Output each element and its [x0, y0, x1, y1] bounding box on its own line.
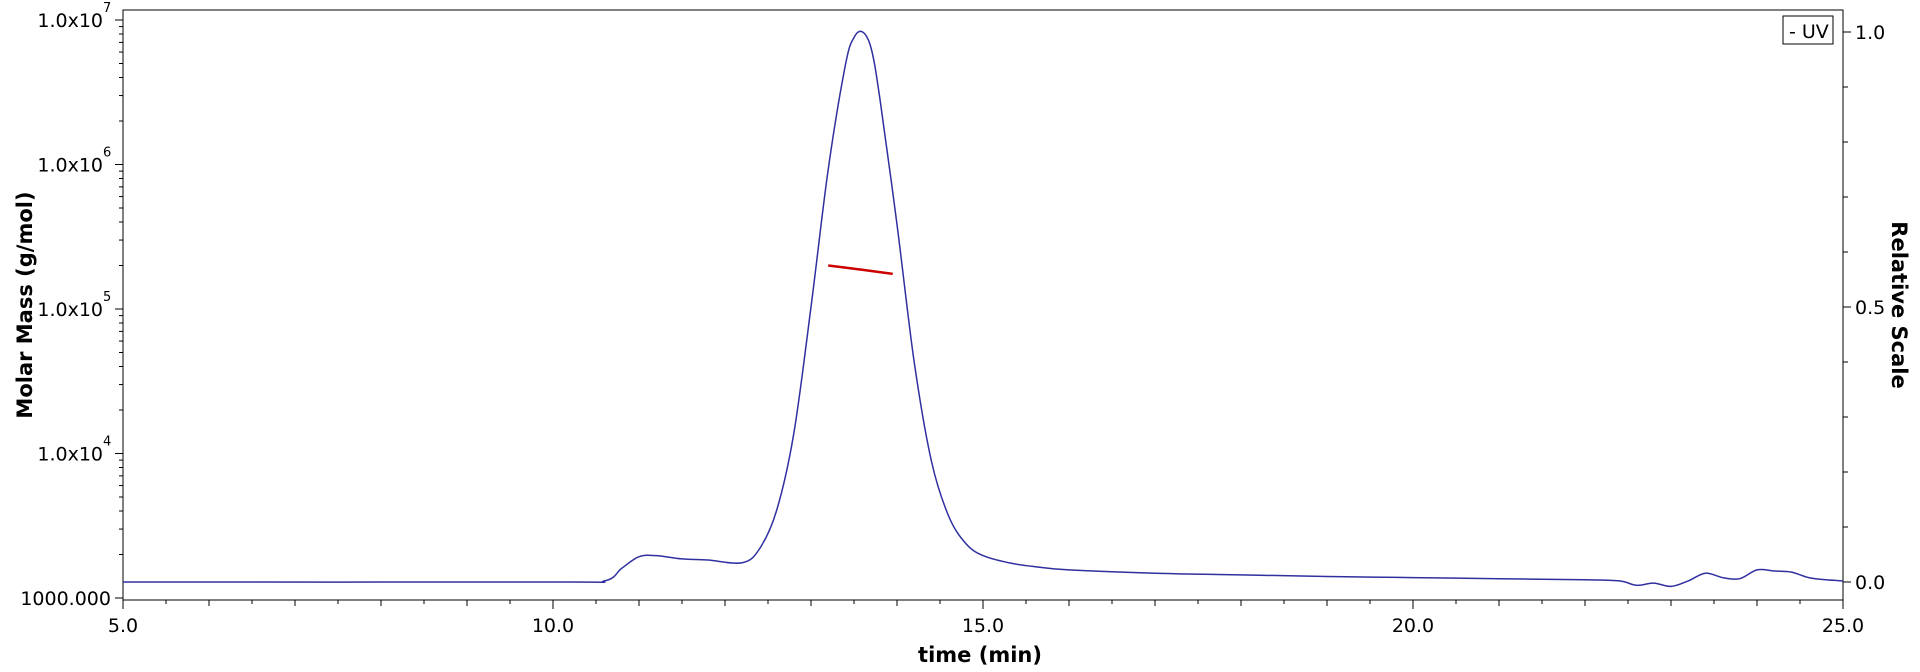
x-tick-label: 5.0: [108, 615, 138, 637]
y-left-tick-label: 1.0x10: [37, 155, 103, 177]
y-left-tick-exponent: 5: [103, 290, 111, 305]
y-right-axis-ticks: 0.0 0.5 1.0: [1843, 22, 1885, 594]
y-left-axis-title: Molar Mass (g/mol): [13, 191, 37, 418]
series-layer: [122, 30, 1844, 588]
y-right-tick-label: 1.0: [1855, 22, 1885, 44]
x-tick-label: 15.0: [962, 615, 1004, 637]
y-left-tick-label: 1.0x10: [37, 444, 103, 466]
x-tick-label: 20.0: [1392, 615, 1434, 637]
x-tick-label: 10.0: [532, 615, 574, 637]
legend-box: [1782, 15, 1834, 45]
legend: - UV: [1782, 15, 1834, 45]
x-tick-label: 25.0: [1822, 615, 1864, 637]
plot-frame: [122, 9, 1844, 601]
y-right-axis-title: Relative Scale: [1887, 221, 1911, 388]
series-line-uv: [122, 30, 1844, 588]
x-axis-ticks: 5.0 10.0 15.0 20.0 25.0: [108, 600, 1864, 637]
legend-entry-uv: - UV: [1789, 21, 1829, 43]
y-left-tick-exponent: 7: [103, 1, 111, 16]
y-left-tick-exponent: 6: [103, 146, 111, 161]
y-left-tick-label: 1000.000: [20, 588, 111, 610]
y-left-tick-label: 1.0x10: [37, 299, 103, 321]
x-axis-title: time (min): [918, 643, 1042, 667]
series-line-molar-mass: [828, 264, 893, 276]
y-left-tick-label: 1.0x10: [37, 10, 103, 32]
y-left-tick-exponent: 4: [103, 435, 111, 450]
y-right-tick-label: 0.0: [1855, 572, 1885, 594]
y-right-tick-label: 0.5: [1855, 297, 1885, 319]
